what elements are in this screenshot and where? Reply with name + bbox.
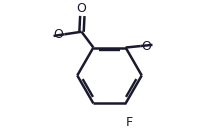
Text: O: O xyxy=(76,2,86,15)
Text: O: O xyxy=(53,28,63,41)
Text: F: F xyxy=(125,116,132,129)
Text: O: O xyxy=(142,40,152,52)
